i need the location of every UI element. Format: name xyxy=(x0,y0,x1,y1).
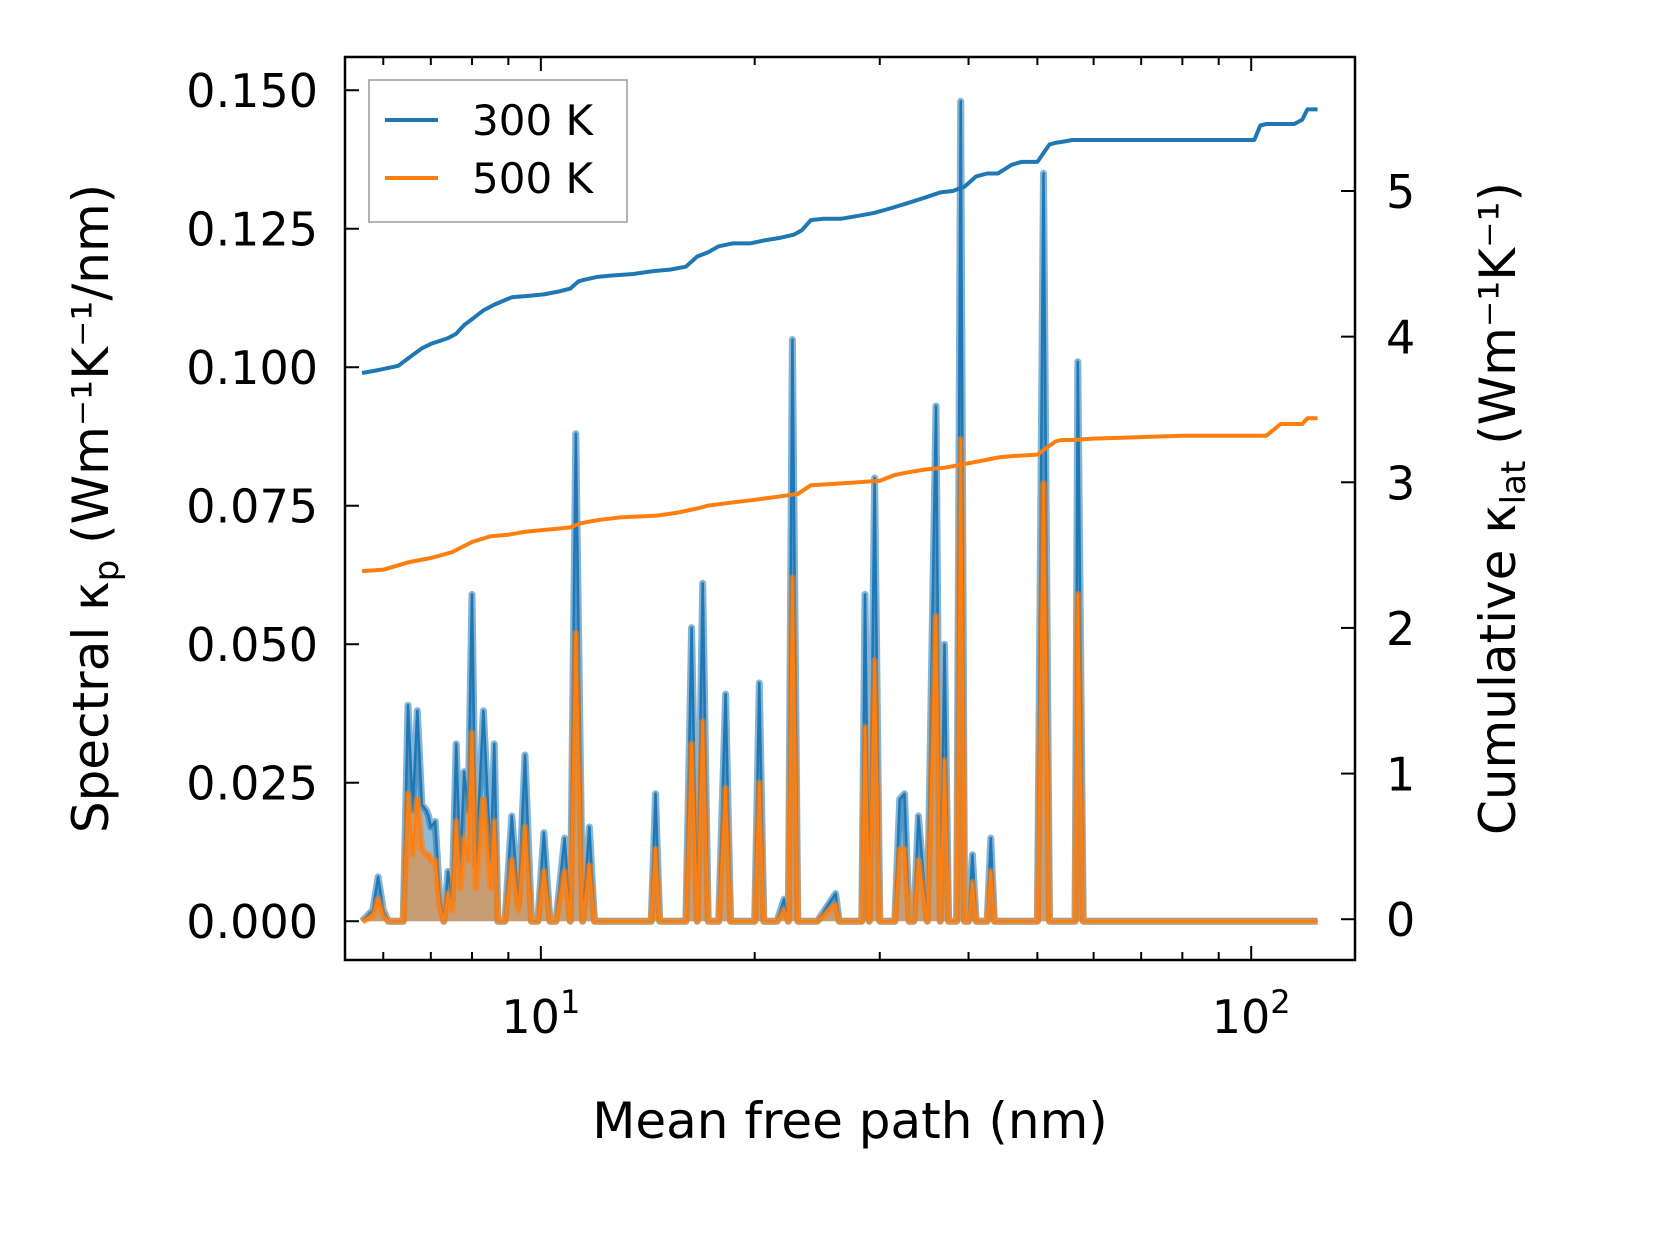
y-left-tick-label: 0.075 xyxy=(186,480,318,534)
legend-label-300k: 300 K xyxy=(472,96,595,145)
cumulative-line-300k xyxy=(361,107,1318,375)
x-tick-label: 101 xyxy=(501,983,580,1044)
spectral-halo-300k xyxy=(359,97,1318,925)
y-right-tick-label: 5 xyxy=(1386,165,1415,219)
y-left-tick-label: 0.150 xyxy=(186,64,318,118)
y-right-tick-label: 0 xyxy=(1386,893,1415,947)
y-left-label-main: Spectral κ xyxy=(62,581,120,833)
cumulative-line-layer xyxy=(361,107,1318,574)
y-left-label-sub: p xyxy=(87,560,127,582)
x-tick-label-exponent: 1 xyxy=(560,983,580,1021)
x-tick-label: 102 xyxy=(1212,983,1291,1044)
y-left-label-units: (Wm⁻¹K⁻¹/nm) xyxy=(62,184,120,544)
y-right-tick-label: 3 xyxy=(1386,456,1415,510)
legend-box xyxy=(368,79,628,223)
y-right-label-sub: lat xyxy=(1494,461,1534,505)
spectral-fill-300k xyxy=(362,101,1318,922)
y-left-label-gap xyxy=(62,544,120,560)
y-right-label-main: Cumulative κ xyxy=(1469,504,1527,835)
y-left-tick-label: 0.100 xyxy=(186,341,318,395)
y-left-tick-label: 0.000 xyxy=(186,895,318,949)
y-left-tick-label: 0.125 xyxy=(186,203,318,257)
cumulative-line-500k xyxy=(361,416,1318,574)
plot-frame xyxy=(343,55,1357,962)
y-axis-left-label: Spectral κp (Wm⁻¹K⁻¹/nm) xyxy=(62,184,127,833)
spectral-line-500k xyxy=(361,438,1318,923)
y-right-tick-label: 2 xyxy=(1386,602,1415,656)
x-tick-label-base: 10 xyxy=(1212,990,1271,1044)
y-right-tick-label: 1 xyxy=(1386,748,1415,802)
y-axis-right-label: Cumulative κlat (Wm⁻¹K⁻¹) xyxy=(1469,182,1534,835)
y-right-tick-label: 4 xyxy=(1386,311,1415,365)
y-left-tick-label: 0.025 xyxy=(186,757,318,811)
legend-label-500k: 500 K xyxy=(472,154,595,203)
y-left-tick-label: 0.050 xyxy=(186,618,318,672)
x-axis-label: Mean free path (nm) xyxy=(592,1092,1108,1150)
y-right-label-units: (Wm⁻¹K⁻¹) xyxy=(1469,182,1527,445)
x-tick-label-base: 10 xyxy=(501,990,560,1044)
y-right-label-gap xyxy=(1469,445,1527,461)
spectral-halo-500k xyxy=(360,435,1318,925)
axes-layer: 101 1020.0000.0250.0500.0750.1000.1250.15… xyxy=(186,57,1415,1044)
spectral-line-300k xyxy=(361,100,1318,923)
x-tick-label-exponent: 2 xyxy=(1270,983,1290,1021)
spectral-fill-layer xyxy=(359,97,1318,925)
spectral-fill-500k xyxy=(362,439,1318,922)
legend: 300 K 500 K xyxy=(368,79,628,223)
